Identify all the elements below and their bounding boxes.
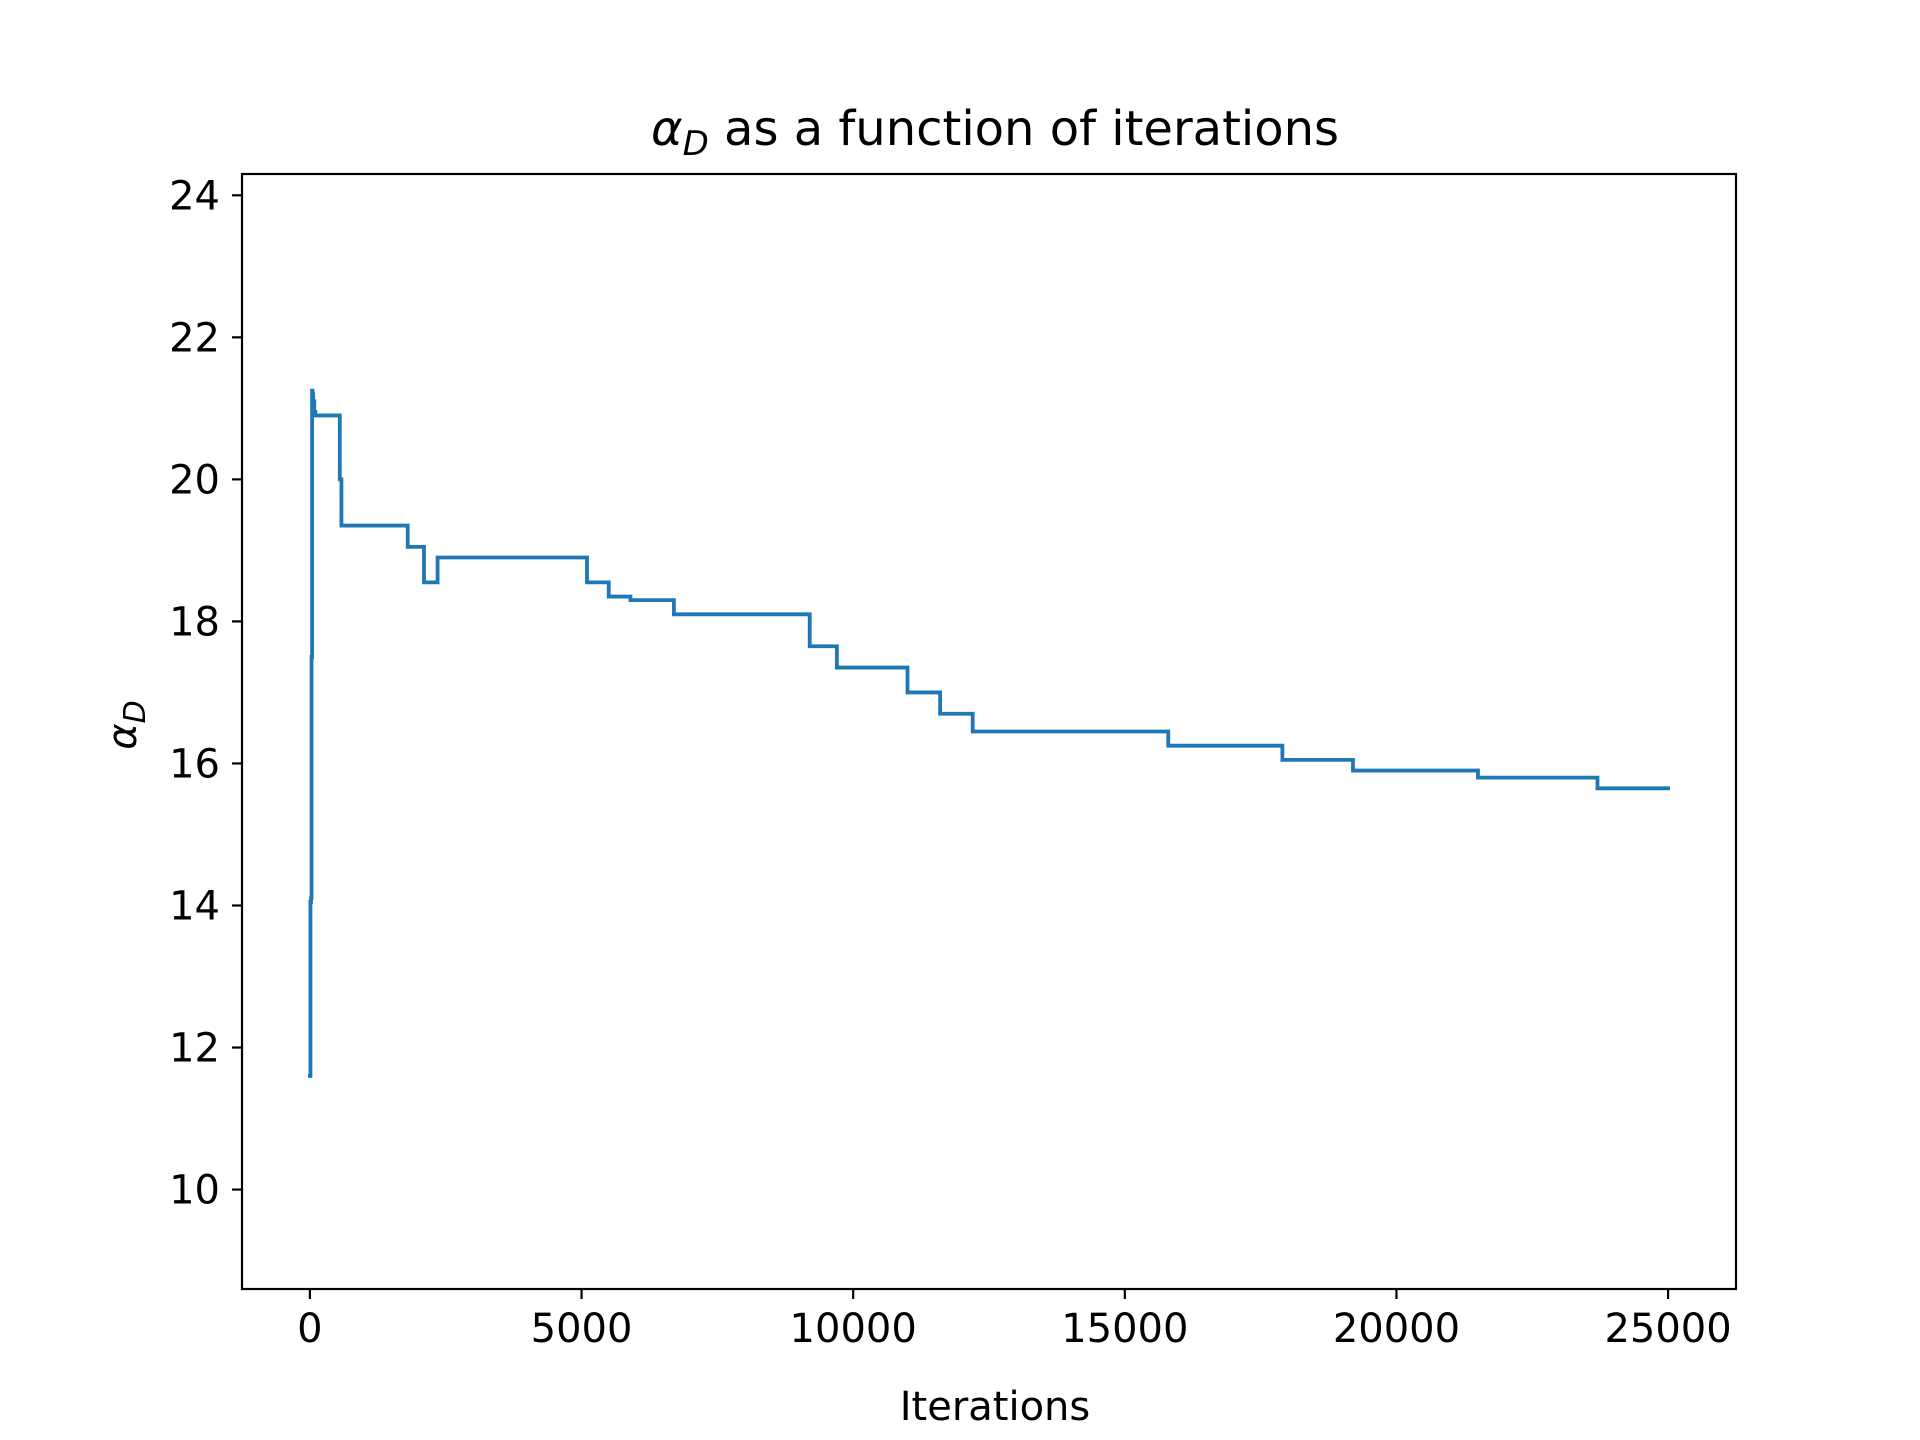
title-symbol: α: [651, 101, 683, 157]
title-subscript: D: [683, 124, 709, 164]
y-tick-label-10: 10: [169, 1168, 220, 1214]
plot-area: 0 5000 10000 15000 20000 25000 10 12 14 16 18 20 22 2…: [169, 172, 1738, 1352]
ylabel-subscript: D: [118, 700, 153, 723]
x-tick-label-5000: 5000: [531, 1306, 633, 1352]
y-tick-label-12: 12: [169, 1026, 220, 1072]
y-tick-label-14: 14: [169, 883, 220, 929]
series-line-0: [308, 388, 1670, 1078]
y-axis-label: αD: [100, 700, 153, 749]
chart-title: αD as a function of iterations: [651, 101, 1339, 164]
x-tick-label-15000: 15000: [1061, 1306, 1188, 1352]
x-axis-label: Iterations: [900, 1384, 1091, 1430]
x-tick-label-25000: 25000: [1604, 1306, 1731, 1352]
x-tick-label-0: 0: [297, 1306, 322, 1352]
y-tick-label-18: 18: [169, 599, 220, 645]
ylabel-symbol: α: [100, 723, 146, 749]
y-tick-label-24: 24: [169, 173, 220, 219]
plot-frame: [240, 172, 1738, 1291]
title-rest: as a function of iterations: [709, 101, 1339, 157]
y-tick-label-20: 20: [169, 457, 220, 503]
x-tick-label-10000: 10000: [790, 1306, 917, 1352]
y-tick-label-22: 22: [169, 315, 220, 361]
x-tick-label-20000: 20000: [1333, 1306, 1460, 1352]
y-tick-label-16: 16: [169, 741, 220, 787]
